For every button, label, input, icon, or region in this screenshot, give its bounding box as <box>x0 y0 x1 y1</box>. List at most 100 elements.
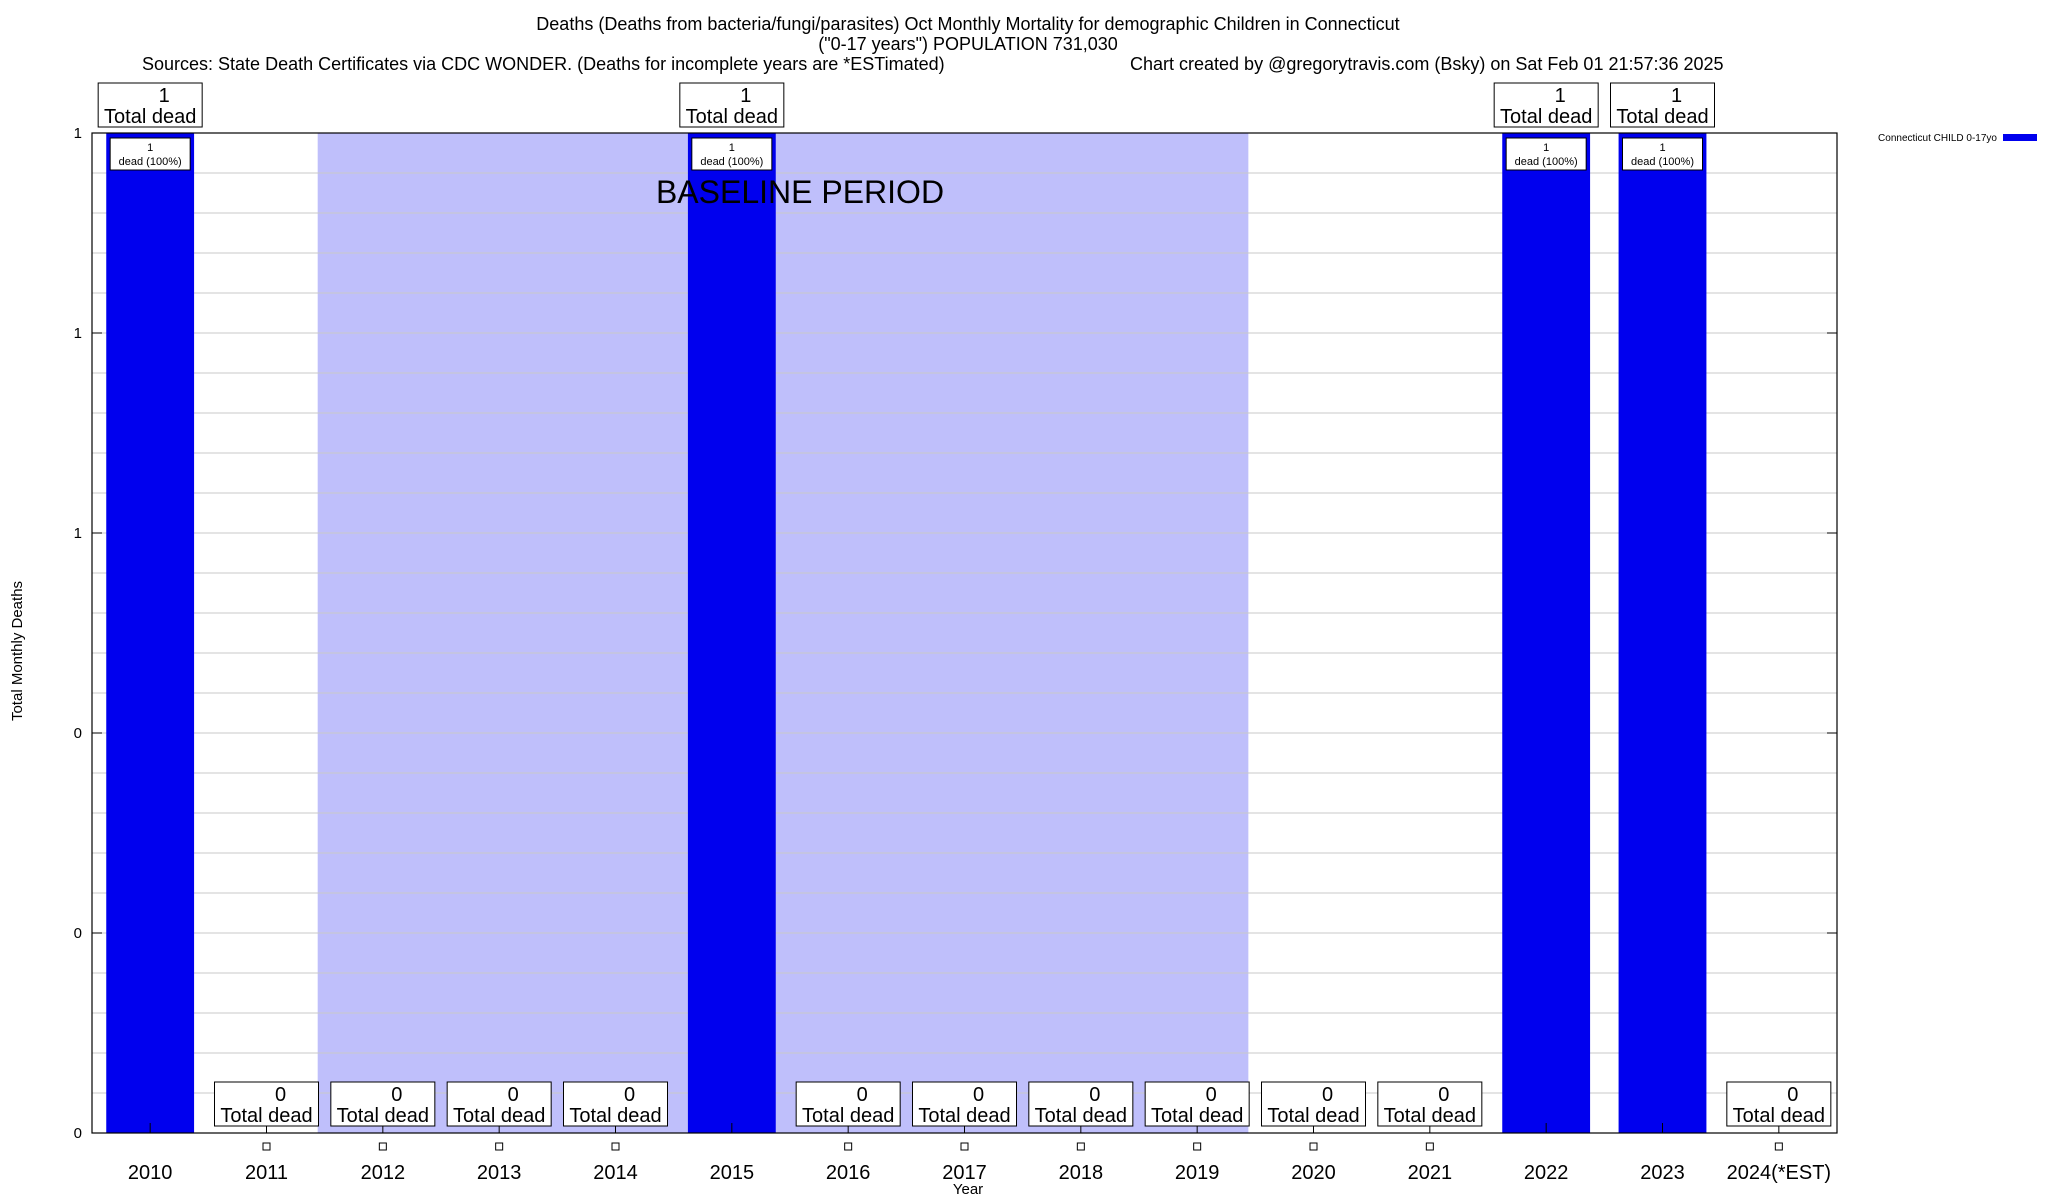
total-label-value: 0 <box>391 1084 402 1106</box>
total-label-suffix: Total dead <box>569 1105 661 1127</box>
total-label-value: 0 <box>275 1084 286 1106</box>
zero-marker <box>844 1142 853 1151</box>
total-label-value: 1 <box>740 85 751 107</box>
x-tick-label: 2017 <box>942 1162 987 1184</box>
chart-title-line1: Deaths (Deaths from bacteria/fungi/paras… <box>536 14 1399 34</box>
baseline-period-band <box>317 133 1249 1133</box>
bar-label-suffix: dead (100%) <box>1631 156 1694 168</box>
zero-marker <box>1076 1142 1085 1151</box>
total-label-box <box>1726 1081 1832 1127</box>
total-label-value: 0 <box>1089 1084 1100 1106</box>
baseline-label: BASELINE PERIOD <box>656 174 944 210</box>
zero-marker <box>262 1142 271 1151</box>
bar <box>687 133 776 1133</box>
total-label-suffix: Total dead <box>220 1105 312 1127</box>
bar-label-value: 1 <box>1543 142 1549 154</box>
total-label-suffix: Total dead <box>453 1105 545 1127</box>
zero-marker <box>1193 1142 1202 1151</box>
bar <box>1618 133 1707 1133</box>
total-label-suffix: Total dead <box>1384 1105 1476 1127</box>
total-label-value: 0 <box>857 1084 868 1106</box>
zero-marker <box>378 1142 387 1151</box>
total-label-suffix: Total dead <box>1733 1105 1825 1127</box>
total-label-box <box>446 1081 552 1127</box>
total-label-box <box>330 1081 436 1127</box>
zero-marker <box>1309 1142 1318 1151</box>
total-label-box <box>1610 82 1715 128</box>
bar <box>1502 133 1591 1133</box>
x-tick-label: 2018 <box>1059 1162 1104 1184</box>
x-tick-label: 2023 <box>1640 1162 1685 1184</box>
bar-label-suffix: dead (100%) <box>1515 156 1578 168</box>
total-label-box <box>1028 1081 1134 1127</box>
bar <box>106 133 195 1133</box>
x-tick-label: 2016 <box>826 1162 871 1184</box>
bar-label-box <box>1505 137 1587 171</box>
total-label-value: 1 <box>159 85 170 107</box>
total-label-value: 0 <box>624 1084 635 1106</box>
total-label-value: 1 <box>1555 85 1566 107</box>
bar-label-value: 1 <box>147 142 153 154</box>
y-tick-label: 1 <box>74 125 82 142</box>
legend-swatch <box>2003 134 2037 141</box>
x-tick-label: 2024(*EST) <box>1727 1162 1832 1184</box>
x-tick-label: 2021 <box>1408 1162 1453 1184</box>
zero-marker <box>611 1142 620 1151</box>
x-tick-label: 2014 <box>593 1162 638 1184</box>
y-tick-label: 0 <box>74 1125 82 1142</box>
total-label-value: 1 <box>1671 85 1682 107</box>
total-label-suffix: Total dead <box>337 1105 429 1127</box>
bar-label-suffix: dead (100%) <box>700 156 763 168</box>
total-label-box <box>97 82 203 128</box>
x-tick-label: 2019 <box>1175 1162 1220 1184</box>
total-label-value: 0 <box>973 1084 984 1106</box>
total-label-value: 0 <box>1322 1084 1333 1106</box>
total-label-suffix: Total dead <box>1151 1105 1243 1127</box>
total-label-box <box>1144 1081 1250 1127</box>
total-label-box <box>1261 1081 1366 1127</box>
x-tick-label: 2013 <box>477 1162 522 1184</box>
chart-credit: Chart created by @gregorytravis.com (Bsk… <box>1130 54 1724 74</box>
zero-marker <box>1425 1142 1434 1151</box>
total-label-suffix: Total dead <box>918 1105 1010 1127</box>
total-label-suffix: Total dead <box>1500 106 1592 128</box>
x-tick-label: 2022 <box>1524 1162 1569 1184</box>
bar-label-box <box>691 137 773 171</box>
total-label-box <box>1493 82 1599 128</box>
y-tick-label: 0 <box>74 725 82 742</box>
x-tick-label: 2012 <box>361 1162 406 1184</box>
total-label-box <box>679 82 785 128</box>
x-tick-label: 2015 <box>710 1162 755 1184</box>
total-label-value: 0 <box>1206 1084 1217 1106</box>
bar-label-value: 1 <box>1659 142 1665 154</box>
total-label-value: 0 <box>1787 1084 1798 1106</box>
total-label-box <box>795 1081 901 1127</box>
bar-label-value: 1 <box>729 142 735 154</box>
chart-sources: Sources: State Death Certificates via CD… <box>142 54 945 74</box>
total-label-box <box>1377 1081 1483 1127</box>
y-tick-label: 0 <box>74 925 82 942</box>
bar-label-box <box>109 137 191 171</box>
x-tick-label: 2011 <box>245 1162 288 1184</box>
zero-marker <box>1774 1142 1783 1151</box>
y-tick-label: 1 <box>74 525 82 542</box>
y-axis-label: Total Monthly Deaths <box>9 581 26 721</box>
total-label-suffix: Total dead <box>1035 1105 1127 1127</box>
bar-label-suffix: dead (100%) <box>119 156 182 168</box>
zero-marker <box>495 1142 504 1151</box>
legend: Connecticut CHILD 0-17yo <box>1878 133 2037 144</box>
total-label-suffix: Total dead <box>1616 106 1708 128</box>
x-tick-label: 2020 <box>1291 1162 1336 1184</box>
bar-label-box <box>1622 137 1703 171</box>
total-label-value: 0 <box>1438 1084 1449 1106</box>
total-label-box <box>912 1081 1017 1127</box>
total-label-suffix: Total dead <box>1267 1105 1359 1127</box>
total-label-suffix: Total dead <box>802 1105 894 1127</box>
zero-marker <box>960 1142 969 1151</box>
x-tick-label: 2010 <box>128 1162 173 1184</box>
y-tick-label: 1 <box>74 325 82 342</box>
total-label-box <box>214 1081 319 1127</box>
legend-label: Connecticut CHILD 0-17yo <box>1878 133 1997 144</box>
chart-title-line2: ("0-17 years") POPULATION 731,030 <box>818 34 1118 54</box>
